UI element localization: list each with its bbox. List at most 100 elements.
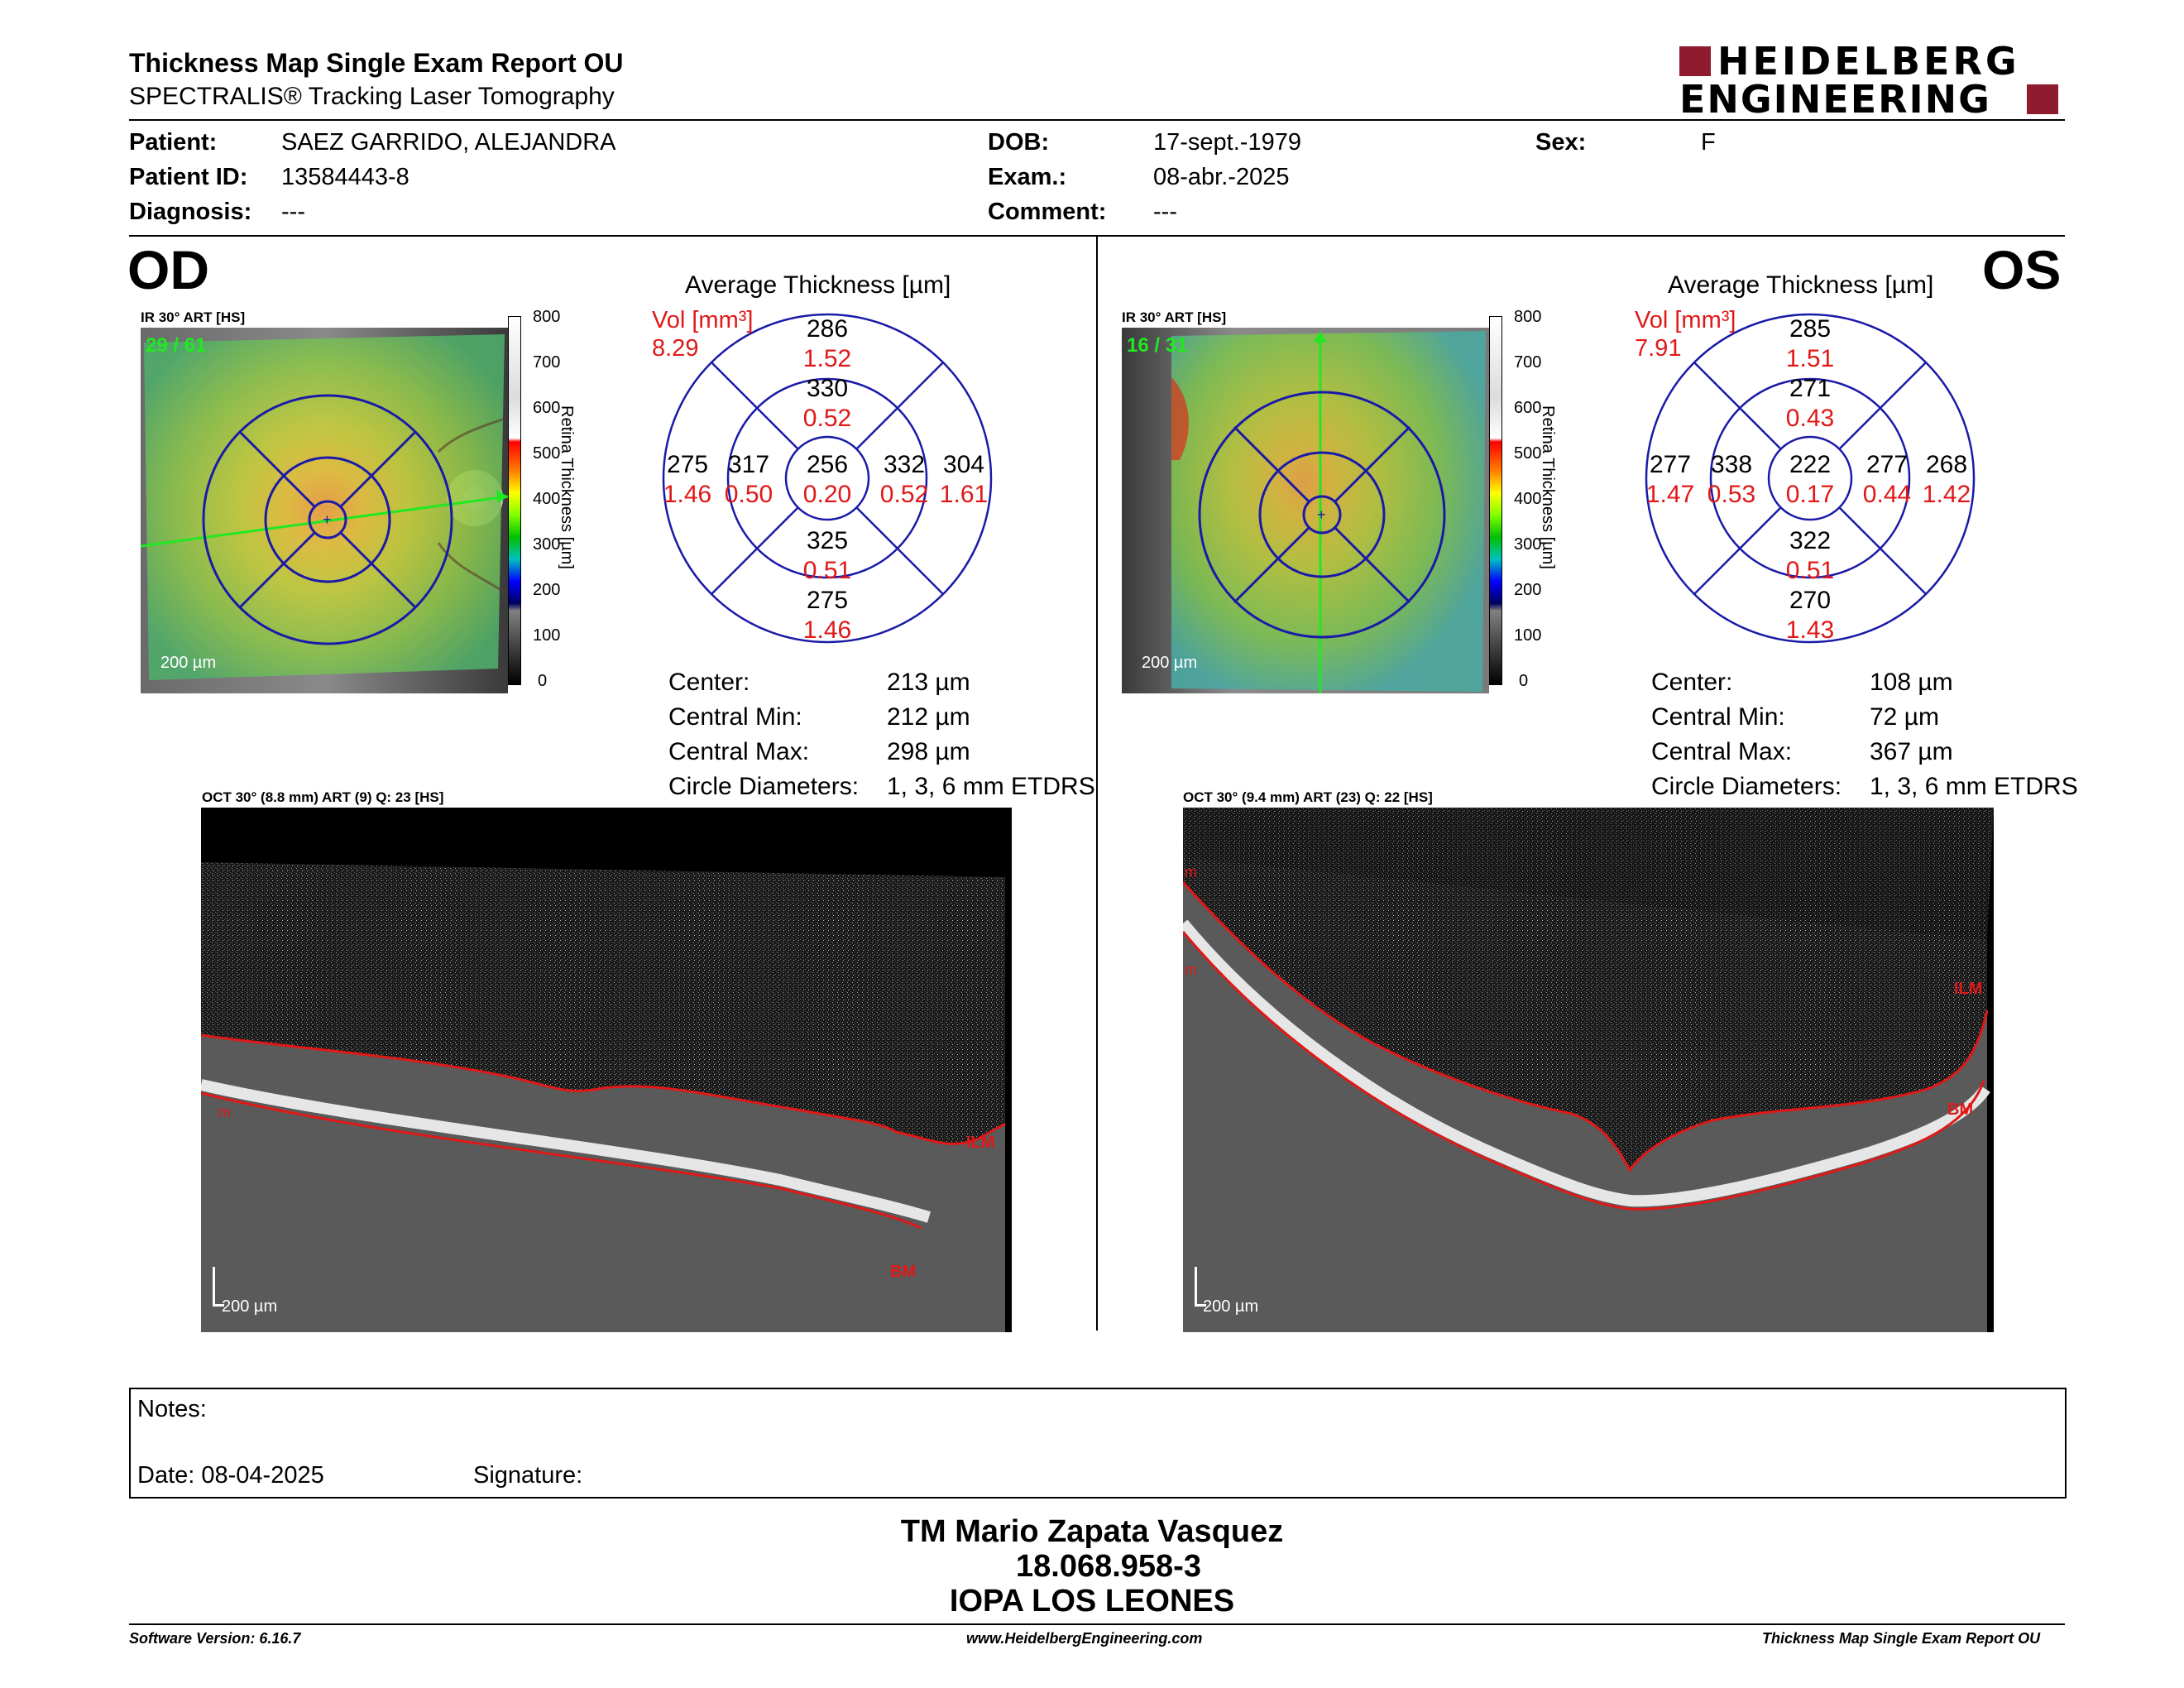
scale-tick: 0: [1519, 672, 1529, 690]
od-vol-value: 8.29: [652, 335, 699, 362]
diagnosis-value: ---: [281, 199, 305, 225]
os-outer-temporal: 277 1.47: [1641, 450, 1699, 510]
patient-id-value: 13584443-8: [281, 164, 410, 190]
scale-tick: 200: [533, 581, 561, 599]
os-vitreous-top: [1183, 808, 1994, 940]
sector-volume: 1.46: [663, 481, 712, 508]
os-scan-arrow: [1314, 331, 1327, 343]
patient-divider: [129, 235, 2065, 237]
od-etdrs-grid: [202, 394, 453, 645]
notes-box[interactable]: Notes: Date: 08-04-2025 Signature:: [129, 1388, 2067, 1499]
os-thickness-map: +: [1122, 328, 1489, 693]
footer-divider: [129, 1623, 2065, 1625]
os-retina-tissue: [1183, 882, 1987, 1332]
software-version: Software Version: 6.16.7: [129, 1630, 301, 1647]
scale-tick: 600: [1514, 399, 1542, 417]
os-thick-region: [1171, 377, 1189, 460]
patient-id-label: Patient ID:: [129, 164, 248, 190]
scale-tick: 0: [538, 672, 548, 690]
od-m-label: m: [218, 1104, 231, 1120]
patient-value: SAEZ GARRIDO, ALEJANDRA: [281, 129, 616, 156]
od-outer-inferior: 275 1.46: [786, 586, 869, 645]
sector-volume: 1.47: [1645, 481, 1695, 508]
od-max-value: 298 µm: [887, 738, 970, 765]
sector-thickness: 332: [883, 451, 926, 478]
os-vol-unit: Vol [mm³]: [1635, 307, 1736, 333]
comment-label: Comment:: [988, 199, 1107, 225]
os-etdrs-chart: [1645, 313, 1976, 644]
os-min-value: 72 µm: [1870, 703, 1939, 731]
sector-thickness: 322: [1789, 527, 1832, 554]
sector-thickness: 222: [1789, 451, 1832, 478]
scale-tick: 300: [533, 535, 561, 554]
os-diam-value: 1, 3, 6 mm ETDRS: [1870, 773, 2078, 800]
os-frame-count: 16 / 31: [1127, 334, 1188, 357]
sector-volume: 1.46: [802, 616, 852, 644]
os-eye-label: OS: [1982, 239, 2062, 300]
od-outer-superior: 286 1.52: [786, 314, 869, 374]
scale-tick: 500: [1514, 444, 1542, 463]
os-max-value: 367 µm: [1870, 738, 1953, 765]
exam-value: 08-abr.-2025: [1153, 164, 1290, 190]
sex-value: F: [1701, 129, 1716, 156]
od-diam-value: 1, 3, 6 mm ETDRS: [887, 773, 1095, 800]
comment-value: ---: [1153, 199, 1177, 225]
od-center-label: Center:: [668, 669, 750, 696]
od-min-label: Central Min:: [668, 703, 802, 731]
sector-volume: 0.17: [1785, 481, 1835, 508]
sector-thickness: 330: [806, 375, 849, 402]
os-outer-inferior: 270 1.43: [1769, 586, 1851, 645]
od-color-scale: [508, 316, 521, 685]
od-scan-line: [141, 495, 508, 548]
sector-thickness: 285: [1789, 315, 1832, 343]
website-link[interactable]: www.HeidelbergEngineering.com: [966, 1630, 1203, 1647]
scale-tick: 800: [1514, 308, 1542, 326]
os-scale-bar: 200 µm: [1142, 654, 1198, 672]
sector-volume: 0.52: [802, 405, 852, 432]
od-thickness-map: +: [141, 328, 508, 693]
os-avg-title: Average Thickness [µm]: [1668, 271, 1934, 299]
od-etdrs-chart: [662, 313, 993, 644]
od-avg-title: Average Thickness [µm]: [685, 271, 951, 299]
od-oct-bscan: [201, 808, 1012, 1332]
od-rpe-band: [201, 1079, 932, 1223]
report-title: Thickness Map Single Exam Report OU: [129, 48, 624, 78]
sector-thickness: 286: [806, 315, 849, 343]
od-outer-temporal: 275 1.46: [659, 450, 716, 510]
os-inner-inferior: 322 0.51: [1769, 526, 1851, 586]
od-oct-scale-text: 200 µm: [222, 1297, 278, 1316]
signer-rut: 18.068.958-3: [1016, 1549, 1201, 1584]
od-bm-label: BM: [890, 1263, 917, 1281]
od-scan-arrow: [496, 490, 508, 503]
sector-volume: 0.52: [879, 481, 929, 508]
sector-volume: 0.53: [1707, 481, 1756, 508]
exam-label: Exam.:: [988, 164, 1067, 190]
os-center-label: Center:: [1651, 669, 1733, 696]
od-inner-temporal: 317 0.50: [720, 450, 778, 510]
diagnosis-label: Diagnosis:: [129, 199, 252, 225]
od-center-value: 213 µm: [887, 669, 970, 696]
patient-label: Patient:: [129, 129, 218, 156]
eye-divider: [1096, 237, 1098, 1331]
scale-tick: 700: [533, 353, 561, 372]
sector-volume: 1.52: [802, 345, 852, 372]
od-vol-label: Vol [mm³] 8.29: [652, 306, 753, 362]
sector-thickness: 275: [806, 587, 849, 614]
os-ilm-line: [1183, 881, 1989, 1172]
os-min-label: Central Min:: [1651, 703, 1785, 731]
od-inner-inferior: 325 0.51: [786, 526, 869, 586]
sector-thickness: 277: [1866, 451, 1909, 478]
os-oct-scale-text: 200 µm: [1203, 1297, 1259, 1316]
scale-tick: 400: [533, 490, 561, 508]
logo-square-top: [1679, 46, 1711, 76]
od-fovea-mark: +: [323, 511, 332, 528]
scale-tick: 200: [1514, 581, 1542, 599]
od-inner-nasal: 332 0.52: [875, 450, 933, 510]
signer-name: TM Mario Zapata Vasquez: [900, 1514, 1284, 1549]
sector-thickness: 317: [727, 451, 770, 478]
os-center-value: 108 µm: [1870, 669, 1953, 696]
sector-thickness: 268: [1925, 451, 1968, 478]
scale-tick: 700: [1514, 353, 1542, 372]
os-bm-label: BM: [1947, 1101, 1974, 1119]
od-scale-bar: 200 µm: [160, 654, 217, 672]
